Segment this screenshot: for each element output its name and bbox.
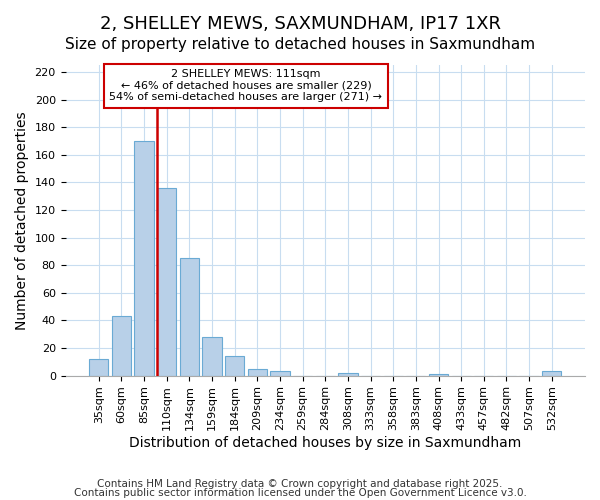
Bar xyxy=(248,368,267,376)
Bar xyxy=(338,373,358,376)
Bar xyxy=(89,359,109,376)
Text: Size of property relative to detached houses in Saxmundham: Size of property relative to detached ho… xyxy=(65,38,535,52)
Bar xyxy=(112,316,131,376)
Bar xyxy=(134,141,154,376)
Bar xyxy=(271,372,290,376)
Bar xyxy=(542,372,562,376)
Bar xyxy=(180,258,199,376)
Bar xyxy=(157,188,176,376)
Bar xyxy=(225,356,244,376)
Bar xyxy=(429,374,448,376)
Bar xyxy=(202,337,221,376)
Text: Contains HM Land Registry data © Crown copyright and database right 2025.: Contains HM Land Registry data © Crown c… xyxy=(97,479,503,489)
Text: 2 SHELLEY MEWS: 111sqm
← 46% of detached houses are smaller (229)
54% of semi-de: 2 SHELLEY MEWS: 111sqm ← 46% of detached… xyxy=(109,69,382,102)
Text: Contains public sector information licensed under the Open Government Licence v3: Contains public sector information licen… xyxy=(74,488,526,498)
Text: 2, SHELLEY MEWS, SAXMUNDHAM, IP17 1XR: 2, SHELLEY MEWS, SAXMUNDHAM, IP17 1XR xyxy=(100,15,500,33)
X-axis label: Distribution of detached houses by size in Saxmundham: Distribution of detached houses by size … xyxy=(129,436,521,450)
Y-axis label: Number of detached properties: Number of detached properties xyxy=(15,111,29,330)
